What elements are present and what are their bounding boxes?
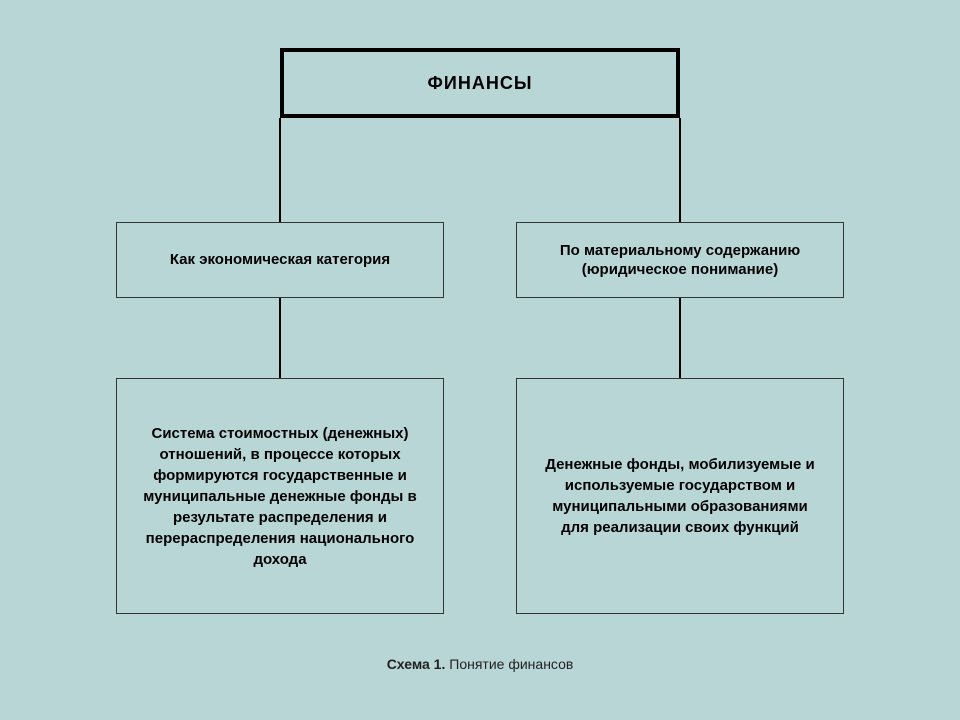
connector: [679, 118, 681, 224]
connector: [279, 118, 281, 224]
figure-caption: Схема 1. Понятие финансов: [0, 656, 960, 672]
node-leaf-left-label: Система стоимостных (денежных) отношений…: [137, 423, 423, 570]
diagram-canvas: ФИНАНСЫ Как экономическая категория По м…: [0, 0, 960, 720]
node-leaf-left: Система стоимостных (денежных) отношений…: [116, 378, 444, 614]
connector: [679, 298, 681, 380]
node-root: ФИНАНСЫ: [280, 48, 680, 118]
node-mid-left: Как экономическая категория: [116, 222, 444, 298]
node-root-label: ФИНАНСЫ: [428, 73, 533, 94]
caption-prefix: Схема 1.: [387, 656, 446, 672]
node-mid-right-label: По материальному содержанию (юридическое…: [533, 241, 827, 280]
connector: [279, 298, 281, 380]
caption-text: Понятие финансов: [449, 656, 573, 672]
node-mid-left-label: Как экономическая категория: [170, 250, 390, 270]
node-leaf-right: Денежные фонды, мобилизуемые и используе…: [516, 378, 844, 614]
node-leaf-right-label: Денежные фонды, мобилизуемые и используе…: [537, 454, 823, 538]
node-mid-right: По материальному содержанию (юридическое…: [516, 222, 844, 298]
